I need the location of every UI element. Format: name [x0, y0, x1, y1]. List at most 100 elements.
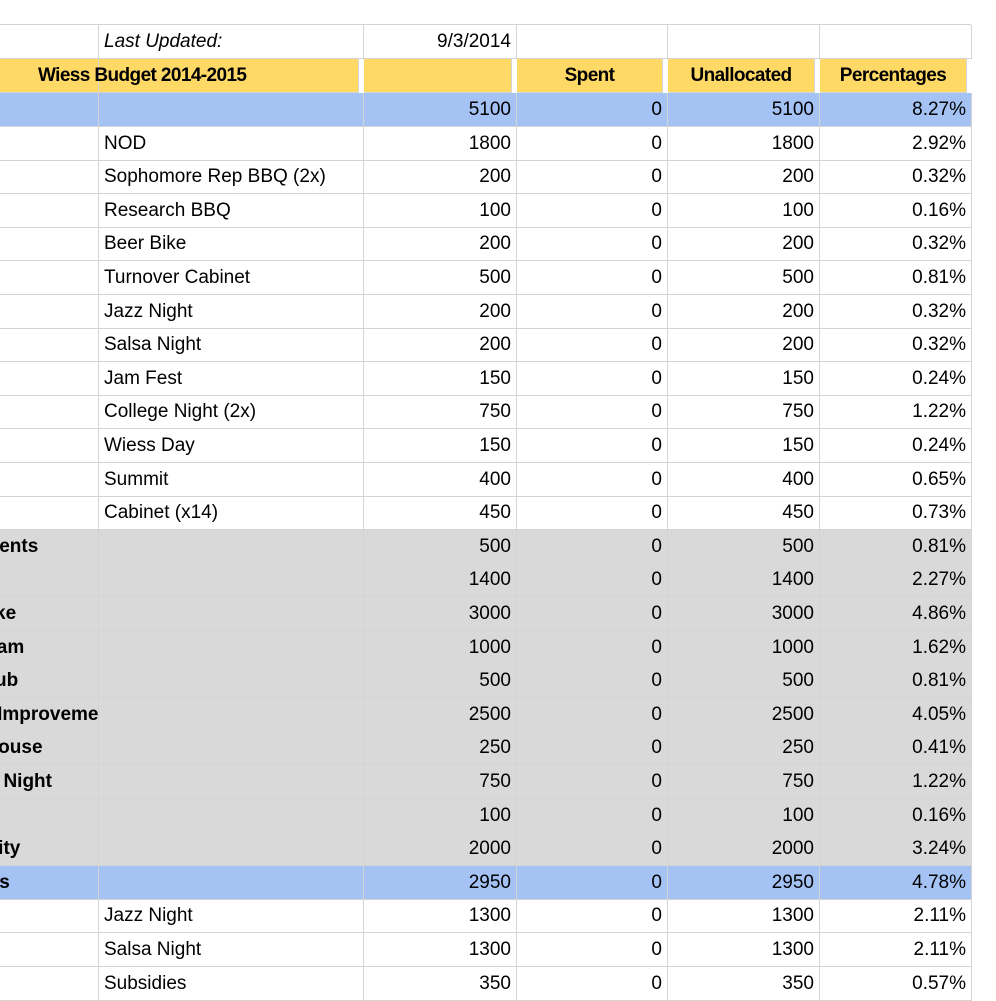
unallocated-cell[interactable]: 2500: [668, 697, 820, 732]
last-updated-label[interactable]: Last Updated:: [99, 25, 364, 59]
budget-cell[interactable]: 750: [364, 765, 517, 799]
category-cell[interactable]: Club: [0, 664, 99, 699]
category-cell[interactable]: [0, 193, 99, 228]
unallocated-cell[interactable]: 750: [668, 395, 820, 430]
last-updated-value[interactable]: 9/3/2014: [364, 25, 517, 59]
category-cell[interactable]: [0, 496, 99, 531]
budget-cell[interactable]: 1000: [364, 630, 517, 665]
budget-cell[interactable]: 750: [364, 395, 517, 430]
item-name-cell[interactable]: [99, 697, 364, 732]
unallocated-header[interactable]: Unallocated: [668, 59, 815, 93]
percentage-cell[interactable]: 0.24%: [820, 429, 972, 463]
spent-cell[interactable]: 0: [517, 664, 668, 699]
spent-cell[interactable]: 0: [517, 496, 668, 531]
unallocated-cell[interactable]: 1400: [668, 563, 820, 598]
unallocated-cell[interactable]: 1300: [668, 933, 820, 967]
category-cell[interactable]: ge Night: [0, 765, 99, 799]
budget-cell[interactable]: 150: [364, 361, 517, 396]
percentage-cell[interactable]: 2.11%: [820, 933, 972, 967]
item-name-cell[interactable]: Research BBQ: [99, 193, 364, 228]
category-cell[interactable]: [0, 429, 99, 463]
spent-cell[interactable]: 0: [517, 193, 668, 228]
spent-cell[interactable]: 0: [517, 865, 668, 900]
item-name-cell[interactable]: [99, 630, 364, 665]
budget-cell[interactable]: 200: [364, 227, 517, 262]
unallocated-cell[interactable]: 350: [668, 966, 820, 1001]
percentage-cell[interactable]: 4.86%: [820, 597, 972, 631]
percentage-cell[interactable]: 0.24%: [820, 361, 972, 396]
category-cell[interactable]: Events: [0, 529, 99, 564]
category-cell[interactable]: [0, 395, 99, 430]
item-name-cell[interactable]: College Night (2x): [99, 395, 364, 430]
percentage-cell[interactable]: 2.92%: [820, 126, 972, 161]
item-name-cell[interactable]: Jam Fest: [99, 361, 364, 396]
spent-cell[interactable]: 0: [517, 429, 668, 463]
unallocated-cell[interactable]: 150: [668, 361, 820, 396]
category-cell[interactable]: al Improvements: [0, 697, 127, 732]
spent-cell[interactable]: 0: [517, 933, 668, 967]
budget-cell[interactable]: 350: [364, 966, 517, 1001]
cell[interactable]: [820, 25, 972, 59]
category-cell[interactable]: [0, 933, 99, 967]
category-cell[interactable]: [0, 261, 99, 295]
percentage-cell[interactable]: 3.24%: [820, 832, 972, 867]
unallocated-cell[interactable]: 250: [668, 731, 820, 766]
item-name-cell[interactable]: Summit: [99, 462, 364, 497]
percentage-cell[interactable]: 0.32%: [820, 227, 972, 262]
budget-cell[interactable]: 5100: [364, 93, 517, 127]
unallocated-cell[interactable]: 500: [668, 529, 820, 564]
item-name-cell[interactable]: Salsa Night: [99, 328, 364, 363]
percentage-cell[interactable]: 0.32%: [820, 160, 972, 195]
unallocated-cell[interactable]: 400: [668, 462, 820, 497]
spent-cell[interactable]: 0: [517, 731, 668, 766]
item-name-cell[interactable]: NOD: [99, 126, 364, 161]
category-cell[interactable]: [0, 899, 99, 934]
item-name-cell[interactable]: [99, 731, 364, 766]
category-cell[interactable]: [0, 328, 99, 363]
category-cell[interactable]: [0, 361, 99, 396]
category-cell[interactable]: Bike: [0, 597, 99, 631]
unallocated-cell[interactable]: 5100: [668, 93, 820, 127]
item-name-cell[interactable]: [99, 563, 364, 598]
item-name-cell[interactable]: [99, 529, 364, 564]
percentage-cell[interactable]: 0.32%: [820, 328, 972, 363]
spent-cell[interactable]: 0: [517, 832, 668, 867]
budget-cell[interactable]: 100: [364, 193, 517, 228]
budget-cell[interactable]: 400: [364, 462, 517, 497]
budget-cell[interactable]: 100: [364, 798, 517, 833]
spent-cell[interactable]: 0: [517, 160, 668, 195]
unallocated-cell[interactable]: 1300: [668, 899, 820, 934]
unallocated-cell[interactable]: 3000: [668, 597, 820, 631]
item-name-cell[interactable]: Turnover Cabinet: [99, 261, 364, 295]
budget-cell[interactable]: 200: [364, 328, 517, 363]
budget-cell[interactable]: 150: [364, 429, 517, 463]
percentage-cell[interactable]: 2.11%: [820, 899, 972, 934]
budget-cell[interactable]: 200: [364, 160, 517, 195]
category-cell[interactable]: Team: [0, 630, 99, 665]
category-cell[interactable]: tivity: [0, 832, 99, 867]
spent-cell[interactable]: 0: [517, 765, 668, 799]
item-name-cell[interactable]: Beer Bike: [99, 227, 364, 262]
budget-cell[interactable]: 500: [364, 529, 517, 564]
percentage-cell[interactable]: 4.78%: [820, 865, 972, 900]
percentage-cell[interactable]: 4.05%: [820, 697, 972, 732]
unallocated-cell[interactable]: 200: [668, 328, 820, 363]
budget-cell[interactable]: 1800: [364, 126, 517, 161]
spent-cell[interactable]: 0: [517, 227, 668, 262]
percentage-cell[interactable]: 0.16%: [820, 798, 972, 833]
category-cell[interactable]: :: [0, 798, 99, 833]
unallocated-cell[interactable]: 1800: [668, 126, 820, 161]
budget-title[interactable]: Wiess Budget 2014-2015: [38, 59, 359, 93]
budget-cell[interactable]: 3000: [364, 597, 517, 631]
category-cell[interactable]: [0, 126, 99, 161]
category-cell[interactable]: [0, 966, 99, 1001]
budget-cell[interactable]: 2500: [364, 697, 517, 732]
item-name-cell[interactable]: [99, 865, 364, 900]
unallocated-cell[interactable]: 500: [668, 261, 820, 295]
unallocated-cell[interactable]: 200: [668, 160, 820, 195]
category-cell[interactable]: rals: [0, 865, 99, 900]
spent-cell[interactable]: 0: [517, 563, 668, 598]
percentage-cell[interactable]: 8.27%: [820, 93, 972, 127]
percentage-cell[interactable]: 0.57%: [820, 966, 972, 1001]
item-name-cell[interactable]: [99, 832, 364, 867]
